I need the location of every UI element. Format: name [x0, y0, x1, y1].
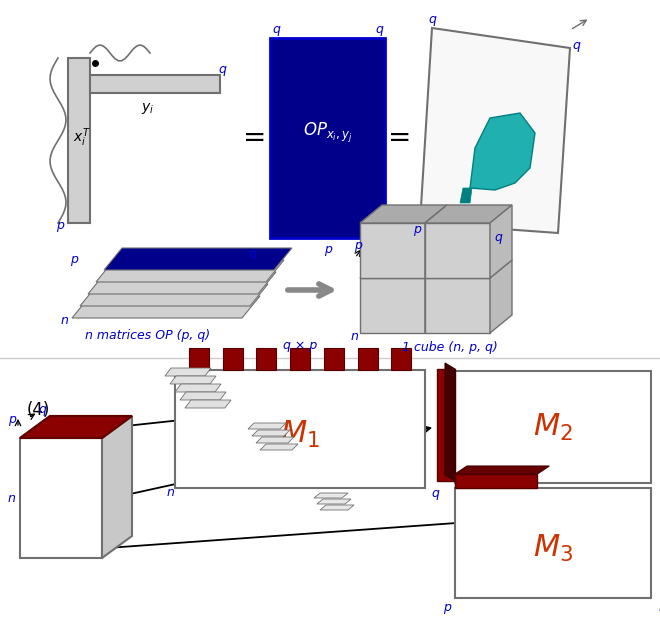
Bar — [455, 371, 651, 483]
Text: n: n — [8, 492, 16, 504]
Polygon shape — [165, 368, 211, 376]
Polygon shape — [470, 113, 535, 190]
Bar — [358, 348, 378, 370]
Polygon shape — [72, 296, 260, 318]
Text: $M_2$: $M_2$ — [533, 411, 573, 443]
Text: q × p: q × p — [283, 338, 317, 352]
Polygon shape — [360, 205, 447, 223]
Polygon shape — [360, 260, 447, 278]
Bar — [20, 438, 102, 558]
Text: p: p — [354, 239, 362, 251]
Text: $OP_{x_i,y_j}$: $OP_{x_i,y_j}$ — [303, 121, 352, 145]
Polygon shape — [425, 260, 447, 333]
Text: p: p — [8, 413, 16, 426]
Bar — [222, 348, 242, 370]
Polygon shape — [320, 505, 354, 510]
Bar — [90, 75, 220, 93]
Polygon shape — [104, 248, 292, 270]
Text: q: q — [572, 40, 580, 53]
Text: 1 cube (n, p, q): 1 cube (n, p, q) — [402, 342, 498, 354]
Polygon shape — [460, 188, 472, 203]
Text: $y_i$: $y_i$ — [141, 100, 154, 116]
Text: n: n — [166, 487, 174, 499]
Polygon shape — [185, 400, 231, 408]
Polygon shape — [490, 260, 512, 333]
Bar — [455, 474, 537, 488]
Text: q: q — [38, 404, 46, 416]
Polygon shape — [175, 384, 221, 392]
Text: $x_i^T$: $x_i^T$ — [73, 127, 91, 149]
Polygon shape — [180, 392, 226, 400]
Bar — [290, 348, 310, 370]
Bar — [324, 348, 344, 370]
Polygon shape — [425, 260, 512, 278]
Polygon shape — [20, 416, 132, 438]
Text: p: p — [56, 219, 64, 232]
Text: n: n — [60, 315, 68, 327]
Text: q: q — [248, 247, 256, 261]
Polygon shape — [425, 205, 512, 223]
Bar — [360, 278, 425, 333]
Bar — [437, 369, 455, 481]
Text: $M_1$: $M_1$ — [280, 420, 320, 450]
Polygon shape — [170, 376, 216, 384]
Polygon shape — [20, 416, 132, 438]
Polygon shape — [490, 205, 512, 278]
Text: p: p — [443, 602, 451, 615]
Bar — [270, 38, 385, 238]
Polygon shape — [317, 499, 351, 504]
Text: n × q: n × q — [659, 602, 660, 615]
Bar — [175, 370, 425, 488]
Polygon shape — [445, 363, 455, 481]
Bar — [455, 488, 651, 598]
Text: p: p — [413, 224, 421, 237]
Polygon shape — [455, 466, 549, 474]
Text: =: = — [388, 124, 412, 152]
Text: n: n — [350, 330, 358, 342]
Polygon shape — [80, 284, 268, 306]
Polygon shape — [425, 205, 447, 278]
Text: p: p — [70, 254, 78, 266]
Text: q: q — [375, 23, 383, 36]
Bar — [360, 223, 425, 278]
Polygon shape — [96, 260, 284, 282]
Polygon shape — [256, 437, 294, 443]
Bar — [425, 278, 490, 333]
Polygon shape — [260, 444, 298, 450]
Polygon shape — [248, 423, 286, 429]
Polygon shape — [314, 493, 348, 498]
Polygon shape — [420, 28, 570, 233]
Polygon shape — [88, 272, 276, 294]
Text: q: q — [431, 487, 439, 499]
Text: n matrices OP (p, q): n matrices OP (p, q) — [85, 328, 211, 342]
Bar — [189, 348, 209, 370]
Bar — [425, 223, 490, 278]
Text: q: q — [218, 63, 226, 77]
Text: q: q — [494, 232, 502, 244]
Text: p: p — [323, 244, 331, 256]
Text: p × n: p × n — [659, 352, 660, 365]
Text: (4): (4) — [26, 401, 50, 419]
Bar — [68, 58, 90, 223]
Text: $M_3$: $M_3$ — [533, 533, 573, 564]
Bar — [256, 348, 277, 370]
Bar — [391, 348, 411, 370]
Polygon shape — [252, 430, 290, 436]
Text: q: q — [272, 23, 280, 36]
Text: =: = — [244, 124, 267, 152]
Polygon shape — [102, 416, 132, 558]
Text: q: q — [428, 13, 436, 26]
